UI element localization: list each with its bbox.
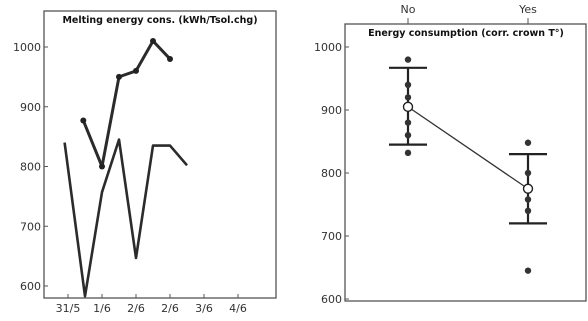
data-point bbox=[404, 119, 412, 126]
right-ytick-label: 900 bbox=[321, 104, 342, 117]
left-xtick-label: 1/6 bbox=[93, 302, 111, 315]
left-ytick-label: 600 bbox=[20, 280, 41, 293]
left-ytick-label: 1000 bbox=[13, 41, 41, 54]
data-point bbox=[524, 196, 532, 203]
left-xtick-label: 31/5 bbox=[56, 302, 81, 315]
data-point bbox=[524, 207, 532, 214]
left-xtick-label: 4/6 bbox=[229, 302, 247, 315]
left-series-point bbox=[167, 55, 173, 62]
data-point bbox=[524, 267, 532, 274]
left-chart-frame bbox=[43, 10, 277, 299]
left-chart-title: Melting energy cons. (kWh/Tsol.chg) bbox=[62, 15, 257, 26]
left-ytick-label: 900 bbox=[20, 101, 41, 114]
left-chart: Melting energy cons. (kWh/Tsol.chg) 600 7… bbox=[13, 10, 277, 315]
left-series-line bbox=[81, 39, 172, 168]
right-ytick-label: 600 bbox=[321, 293, 342, 306]
left-xtick-label: 2/6 bbox=[161, 302, 179, 315]
left-series-point bbox=[150, 38, 156, 45]
left-series-point bbox=[80, 117, 87, 124]
data-point bbox=[404, 56, 412, 63]
right-chart-frame bbox=[344, 23, 587, 302]
data-point bbox=[524, 139, 532, 146]
left-xtick-label: 2/6 bbox=[127, 302, 145, 315]
data-point bbox=[404, 94, 412, 101]
left-series-line bbox=[63, 138, 188, 298]
mean-connector-line bbox=[407, 106, 529, 190]
right-xtick-label: No bbox=[401, 3, 416, 16]
data-point bbox=[404, 149, 412, 157]
right-ytick-label: 1000 bbox=[314, 41, 342, 54]
right-chart: Energy consumption (corr. crown T°) 600 7… bbox=[314, 3, 587, 306]
data-point bbox=[404, 132, 412, 139]
data-point bbox=[524, 169, 532, 177]
mean-marker bbox=[522, 183, 534, 194]
left-series-point bbox=[133, 67, 139, 74]
right-ytick-label: 800 bbox=[321, 167, 342, 180]
left-series-point bbox=[116, 73, 122, 80]
left-ytick-label: 800 bbox=[20, 161, 41, 174]
right-chart-title: Energy consumption (corr. crown T°) bbox=[368, 28, 564, 39]
right-ytick-label: 700 bbox=[321, 230, 342, 243]
right-xtick-label: Yes bbox=[518, 3, 537, 16]
data-point bbox=[404, 81, 412, 89]
left-series-point bbox=[99, 163, 105, 170]
mean-marker bbox=[402, 101, 414, 113]
left-xtick-label: 3/6 bbox=[195, 302, 213, 315]
left-ytick-label: 700 bbox=[20, 220, 41, 233]
